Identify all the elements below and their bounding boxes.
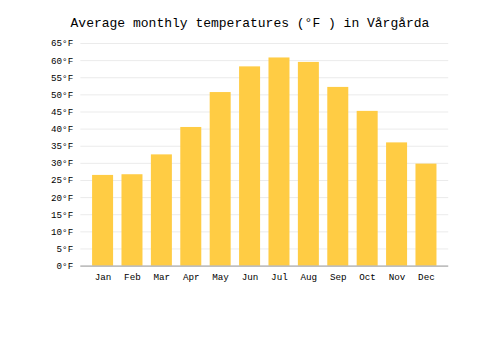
- svg-text:10°F: 10°F: [51, 227, 73, 238]
- svg-text:45°F: 45°F: [51, 107, 73, 118]
- svg-text:15°F: 15°F: [51, 210, 73, 221]
- svg-text:Apr: Apr: [183, 272, 200, 283]
- svg-text:Nov: Nov: [389, 272, 406, 283]
- svg-text:20°F: 20°F: [51, 193, 73, 204]
- svg-text:65°F: 65°F: [51, 38, 73, 49]
- svg-text:40°F: 40°F: [51, 124, 73, 135]
- svg-text:35°F: 35°F: [51, 141, 73, 152]
- svg-text:Jul: Jul: [271, 272, 288, 283]
- svg-text:Jun: Jun: [242, 272, 259, 283]
- svg-text:0°F: 0°F: [57, 261, 74, 272]
- svg-text:Aug: Aug: [300, 272, 317, 283]
- html-text:Average monthly temperatures (: Average monthly temperatures (°F ) in Vå…: [70, 16, 430, 31]
- svg-text:May: May: [212, 272, 229, 283]
- svg-text:5°F: 5°F: [57, 244, 74, 255]
- svg-text:Mar: Mar: [153, 272, 170, 283]
- svg-text:Sep: Sep: [330, 272, 347, 283]
- svg-text:Dec: Dec: [418, 272, 435, 283]
- svg-text:60°F: 60°F: [51, 56, 73, 67]
- svg-text:25°F: 25°F: [51, 175, 73, 186]
- svg-text:Jan: Jan: [95, 272, 112, 283]
- svg-text:50°F: 50°F: [51, 90, 73, 101]
- svg-text:55°F: 55°F: [51, 73, 73, 84]
- svg-text:Feb: Feb: [124, 272, 141, 283]
- svg-text:30°F: 30°F: [51, 158, 73, 169]
- svg-text:Oct: Oct: [359, 272, 376, 283]
